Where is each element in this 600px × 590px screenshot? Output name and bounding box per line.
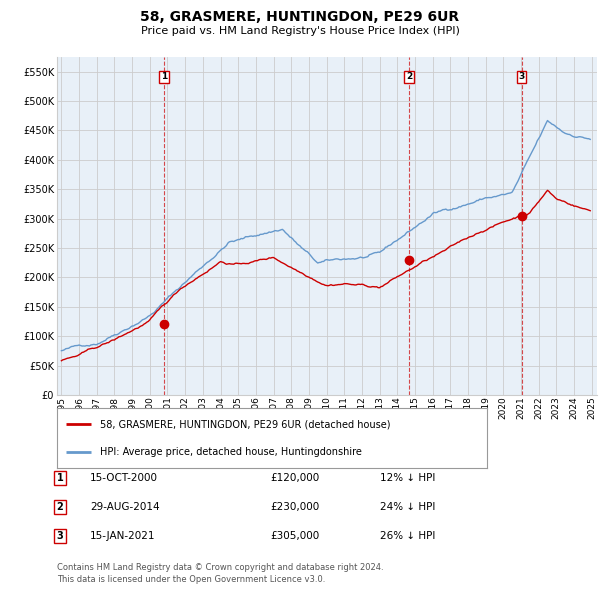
Text: 1: 1 xyxy=(161,72,167,81)
Text: 2: 2 xyxy=(56,502,64,512)
Text: 24% ↓ HPI: 24% ↓ HPI xyxy=(380,502,436,512)
Text: 58, GRASMERE, HUNTINGDON, PE29 6UR: 58, GRASMERE, HUNTINGDON, PE29 6UR xyxy=(140,10,460,24)
Text: 2: 2 xyxy=(406,72,412,81)
Text: 12% ↓ HPI: 12% ↓ HPI xyxy=(380,473,436,483)
Text: Price paid vs. HM Land Registry's House Price Index (HPI): Price paid vs. HM Land Registry's House … xyxy=(140,26,460,36)
Text: Contains HM Land Registry data © Crown copyright and database right 2024.: Contains HM Land Registry data © Crown c… xyxy=(57,563,383,572)
Text: £305,000: £305,000 xyxy=(270,531,319,541)
Text: 29-AUG-2014: 29-AUG-2014 xyxy=(90,502,160,512)
Text: £230,000: £230,000 xyxy=(270,502,319,512)
Text: This data is licensed under the Open Government Licence v3.0.: This data is licensed under the Open Gov… xyxy=(57,575,325,584)
Text: 15-OCT-2000: 15-OCT-2000 xyxy=(90,473,158,483)
Text: 1: 1 xyxy=(56,473,64,483)
Text: £120,000: £120,000 xyxy=(270,473,319,483)
Text: HPI: Average price, detached house, Huntingdonshire: HPI: Average price, detached house, Hunt… xyxy=(100,447,362,457)
Text: 58, GRASMERE, HUNTINGDON, PE29 6UR (detached house): 58, GRASMERE, HUNTINGDON, PE29 6UR (deta… xyxy=(100,419,391,429)
Text: 3: 3 xyxy=(56,531,64,541)
Text: 3: 3 xyxy=(518,72,525,81)
Text: 26% ↓ HPI: 26% ↓ HPI xyxy=(380,531,436,541)
Text: 15-JAN-2021: 15-JAN-2021 xyxy=(90,531,155,541)
